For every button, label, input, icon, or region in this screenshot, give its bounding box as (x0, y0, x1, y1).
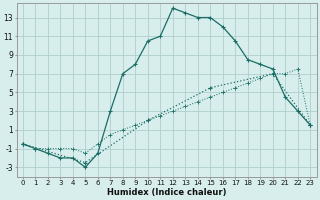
X-axis label: Humidex (Indice chaleur): Humidex (Indice chaleur) (107, 188, 226, 197)
